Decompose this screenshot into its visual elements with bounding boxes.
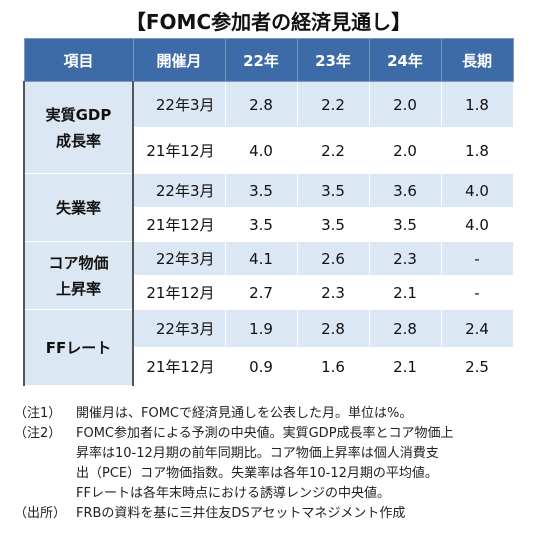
header-longer-run: 長期: [440, 38, 514, 82]
table-row: 21年12月 3.5 3.5 3.5 4.0: [24, 207, 514, 242]
value-cell: 2.8: [296, 309, 370, 348]
item-ff-rate: FFレート: [23, 309, 134, 386]
header-2023: 23年: [296, 38, 370, 82]
fomc-projection-table: 項目 開催月 22年 23年 24年 長期 実質GDP 成長率 22年3月 2.…: [23, 38, 514, 386]
value-cell: 2.8: [368, 309, 442, 348]
value-cell: 2.5: [440, 347, 514, 386]
page-title: 【FOMC参加者の経済見通し】: [125, 10, 412, 34]
month-cell: 22年3月: [132, 241, 226, 276]
item-label-line: 成長率: [55, 131, 101, 150]
note-2-text-line: FFレートは各年末時点における誘導レンジの中央値。: [76, 486, 390, 501]
value-cell: 1.9: [224, 309, 298, 348]
value-cell: 1.6: [296, 347, 370, 386]
value-cell: -: [440, 275, 514, 310]
item-unemployment-rate: 失業率: [23, 173, 134, 242]
note-1-text: 開催月は、FOMCで経済見通しを公表した月。単位は%。: [76, 406, 413, 421]
value-cell: 2.1: [368, 347, 442, 386]
value-cell: 2.4: [440, 309, 514, 348]
value-cell: 3.5: [224, 173, 298, 208]
value-cell: 2.6: [296, 241, 370, 276]
source-text: FRBの資料を基に三井住友DSアセットマネジメント作成: [76, 506, 406, 521]
table-row: 失業率 22年3月 3.5 3.5 3.6 4.0: [23, 173, 514, 242]
month-cell: 22年3月: [132, 81, 226, 128]
value-cell: 3.5: [224, 207, 298, 242]
value-cell: 4.0: [224, 127, 298, 174]
value-cell: 4.0: [440, 173, 514, 208]
month-cell: 22年3月: [132, 173, 226, 208]
value-cell: 0.9: [224, 347, 298, 386]
value-cell: 3.5: [296, 207, 370, 242]
value-cell: 3.5: [296, 173, 370, 208]
item-core-inflation: コア物価 上昇率: [23, 241, 134, 310]
header-meeting-month: 開催月: [132, 38, 226, 82]
source-note: （出所） FRBの資料を基に三井住友DSアセットマネジメント作成: [14, 504, 529, 524]
value-cell: 1.8: [440, 81, 514, 128]
note-1-tag: （注1）: [14, 406, 62, 421]
item-label-line: コア物価: [48, 253, 109, 272]
table-row: 21年12月 2.7 2.3 2.1 -: [24, 275, 514, 310]
item-real-gdp-growth: 実質GDP 成長率: [23, 81, 134, 174]
note-1: （注1） 開催月は、FOMCで経済見通しを公表した月。単位は%。: [14, 404, 529, 424]
value-cell: 2.3: [296, 275, 370, 310]
value-cell: 2.0: [368, 81, 442, 128]
value-cell: 2.8: [224, 81, 298, 128]
item-label-line: 実質GDP: [45, 105, 112, 124]
table-row: 21年12月 0.9 1.6 2.1 2.5: [24, 347, 514, 386]
header-2022: 22年: [224, 38, 298, 82]
value-cell: 4.0: [440, 207, 514, 242]
note-2-text-line: 出（PCE）コア物価指数。失業率は各年10-12月期の平均値。: [76, 466, 438, 481]
value-cell: -: [440, 241, 514, 276]
item-label-line: FFレート: [45, 338, 112, 357]
item-label-line: 失業率: [55, 198, 101, 217]
source-tag: （出所）: [14, 506, 67, 521]
item-label-line: 上昇率: [55, 279, 101, 298]
value-cell: 2.3: [368, 241, 442, 276]
table-row: コア物価 上昇率 22年3月 4.1 2.6 2.3 -: [23, 241, 514, 310]
table-header-row: 項目 開催月 22年 23年 24年 長期: [23, 38, 514, 82]
value-cell: 2.0: [368, 127, 442, 174]
value-cell: 2.1: [368, 275, 442, 310]
note-2-text-line: FOMC参加者による予測の中央値。実質GDP成長率とコア物価上: [76, 426, 454, 441]
value-cell: 2.7: [224, 275, 298, 310]
month-cell: 21年12月: [132, 347, 226, 386]
table-row: 実質GDP 成長率 22年3月 2.8 2.2 2.0 1.8: [23, 81, 514, 174]
header-item: 項目: [23, 38, 134, 82]
month-cell: 21年12月: [132, 275, 226, 310]
value-cell: 4.1: [224, 241, 298, 276]
value-cell: 1.8: [440, 127, 514, 174]
table-row: 21年12月 4.0 2.2 2.0 1.8: [24, 127, 514, 174]
note-2: （注2） FOMC参加者による予測の中央値。実質GDP成長率とコア物価上: [14, 424, 529, 444]
month-cell: 21年12月: [132, 127, 226, 174]
note-2-tag: （注2）: [14, 426, 62, 441]
month-cell: 22年3月: [132, 309, 226, 348]
note-2-text-line: 昇率は10-12月期の前年同期比。コア物価上昇率は個人消費支: [76, 446, 439, 461]
footnotes: （注1） 開催月は、FOMCで経済見通しを公表した月。単位は%。 （注2） FOMC…: [14, 404, 529, 524]
value-cell: 2.2: [296, 127, 370, 174]
header-2024: 24年: [368, 38, 442, 82]
month-cell: 21年12月: [132, 207, 226, 242]
value-cell: 3.6: [368, 173, 442, 208]
table-row: FFレート 22年3月 1.9 2.8 2.8 2.4: [23, 309, 514, 386]
value-cell: 3.5: [368, 207, 442, 242]
value-cell: 2.2: [296, 81, 370, 128]
